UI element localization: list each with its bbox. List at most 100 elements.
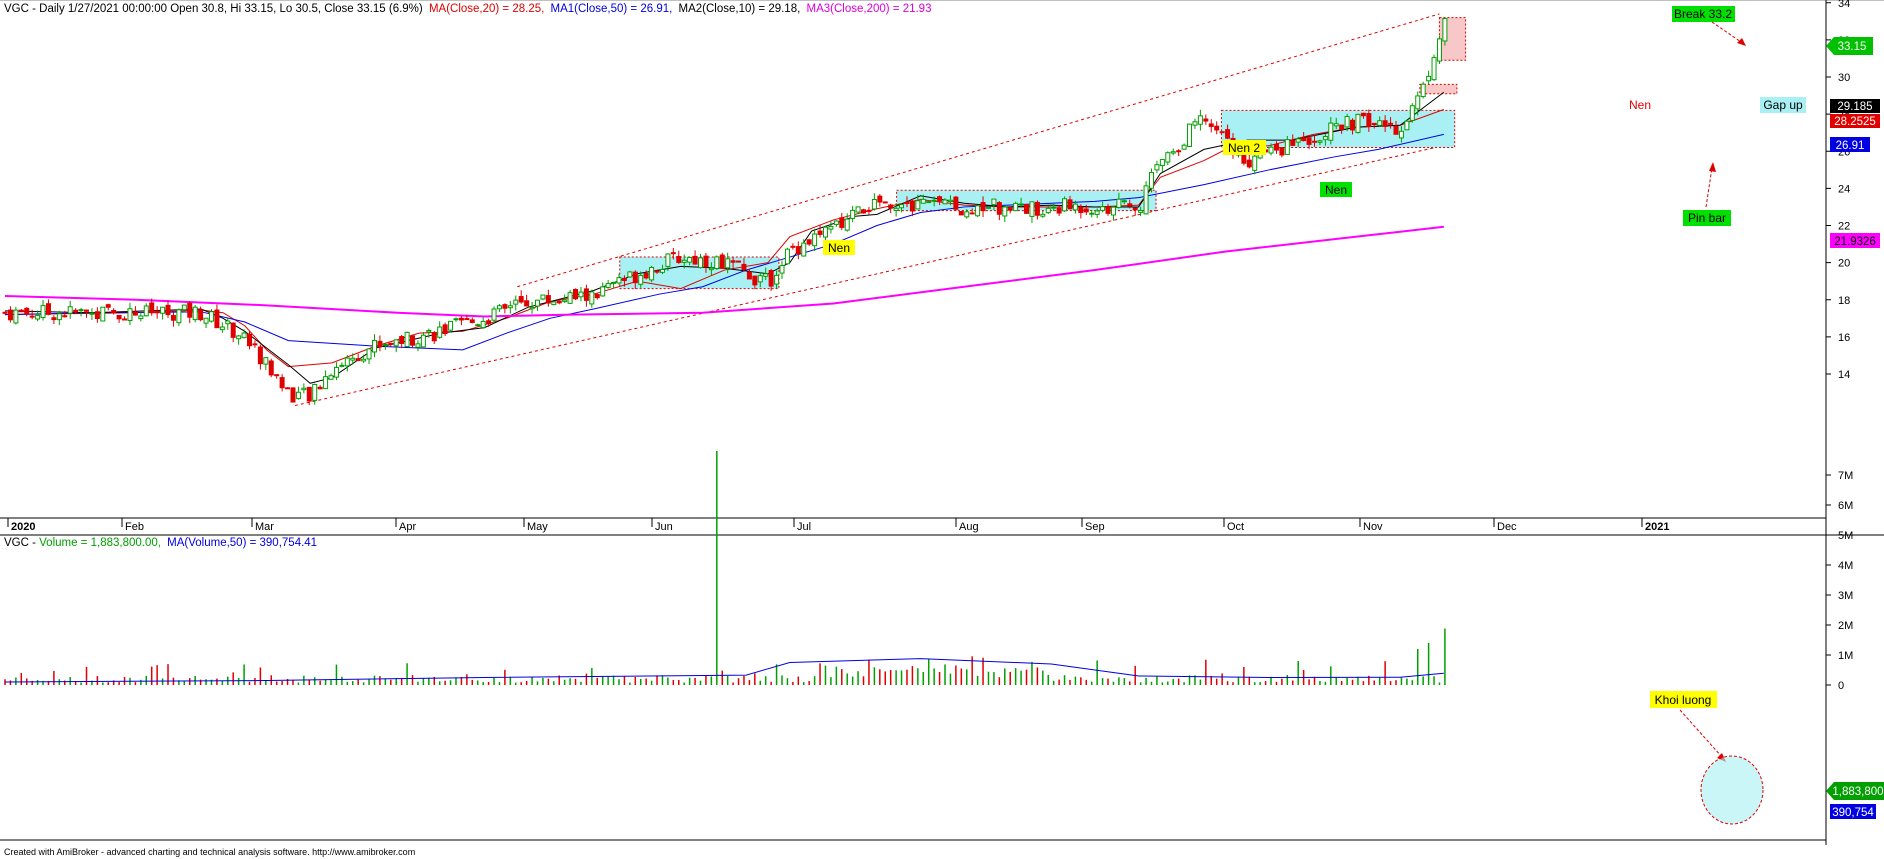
candle-body	[344, 357, 350, 367]
volume-ma-line	[4, 658, 1444, 683]
candle-body	[692, 255, 698, 265]
candle-body	[138, 315, 144, 320]
ma10-line	[4, 91, 1445, 384]
candle-body	[1138, 210, 1144, 213]
candle-body	[556, 300, 562, 304]
candle-body	[1208, 123, 1214, 127]
month-label: 2021	[1645, 521, 1669, 533]
price-tick-label: 34	[1838, 0, 1850, 10]
candle-body	[1404, 120, 1410, 131]
candle-body	[545, 295, 551, 304]
candle-body	[1089, 212, 1095, 215]
month-label: May	[527, 521, 548, 533]
candle-body	[1290, 139, 1296, 146]
candle-body	[192, 306, 198, 321]
month-axis: 2020 Feb Mar Apr May Jun Jul Aug Sep Oct Nov Dec 202…	[7, 518, 1669, 533]
candle-body	[540, 294, 546, 300]
svg-text:28.2525: 28.2525	[1834, 116, 1876, 128]
svg-text:26.91: 26.91	[1836, 140, 1865, 152]
candle-body	[198, 309, 204, 321]
candle-body	[1165, 152, 1171, 163]
candle-body	[448, 320, 454, 331]
candle-body	[1279, 147, 1285, 156]
candle-body	[143, 305, 149, 317]
svg-text:1,883,800: 1,883,800	[1832, 786, 1883, 798]
candle-body	[698, 257, 704, 269]
candle-body	[1170, 151, 1176, 154]
candle-body	[1344, 116, 1350, 128]
candle-body	[105, 304, 111, 308]
candle-body	[382, 343, 388, 346]
candle-body	[850, 209, 856, 219]
month-label: Jul	[797, 521, 811, 533]
candle-body	[991, 198, 997, 206]
candle-body	[208, 311, 214, 322]
candle-body	[469, 319, 475, 323]
candle-body	[13, 309, 19, 324]
candle-body	[225, 320, 231, 325]
candle-body	[257, 346, 263, 365]
candle-body	[45, 303, 51, 315]
candle-body	[507, 305, 513, 309]
candle-body	[1062, 198, 1068, 212]
candle-body	[1268, 146, 1274, 154]
volume-tick-label: 2M	[1838, 620, 1853, 632]
candle-body	[1094, 210, 1100, 215]
candle-body	[725, 258, 731, 269]
month-label: Dec	[1497, 521, 1517, 533]
candle-body	[534, 299, 540, 307]
candle-body	[1143, 185, 1149, 215]
candle-body	[187, 302, 193, 318]
price-header: VGC - Daily 1/27/2021 00:00:00 Open 30.8…	[4, 3, 931, 15]
candle-body	[529, 306, 535, 310]
candle-body	[866, 209, 872, 212]
candle-body	[1121, 200, 1127, 203]
candle-body	[909, 200, 915, 212]
candle-body	[203, 317, 209, 324]
price-tick-label: 18	[1838, 295, 1850, 307]
candle-body	[741, 263, 747, 271]
candle-body	[111, 309, 117, 314]
candle-body	[268, 360, 274, 376]
candle-body	[1034, 201, 1040, 216]
candle-body	[1328, 122, 1334, 141]
candle-body	[1409, 105, 1415, 121]
candle-body	[464, 318, 470, 321]
candle-body	[746, 271, 752, 280]
footer-credit: Created with AmiBroker - advanced charti…	[4, 847, 415, 857]
candle-body	[589, 291, 595, 305]
candle-body	[703, 255, 709, 268]
candle-body	[828, 225, 834, 230]
candle-body	[165, 304, 171, 316]
last-value-labels: 33.15 29.185 28.2525 26.91 21.9326 1,883…	[1826, 37, 1884, 819]
candle-body	[149, 302, 155, 314]
candle-body	[274, 374, 280, 377]
candle-body	[1252, 155, 1258, 171]
candle-body	[1181, 144, 1187, 150]
candle-body	[627, 271, 633, 278]
candle-body	[1311, 140, 1317, 143]
candle-body	[904, 202, 910, 205]
candle-body	[84, 309, 90, 312]
candle-body	[882, 201, 888, 204]
candle-body	[975, 205, 981, 217]
candle-body	[1366, 113, 1372, 128]
candle-body	[2, 311, 8, 314]
volume-tick-label: 0	[1838, 680, 1844, 692]
candle-body	[366, 348, 372, 360]
candle-body	[480, 320, 486, 329]
svg-text:Nen: Nen	[828, 241, 850, 255]
month-label: Aug	[959, 521, 979, 533]
volume-tick-label: 4M	[1838, 560, 1853, 572]
volume-tick-label: 5M	[1838, 530, 1853, 542]
candle-body	[312, 383, 318, 401]
candle-body	[687, 256, 693, 263]
candle-body	[170, 315, 176, 321]
candle-body	[518, 296, 524, 303]
candle-body	[605, 283, 611, 288]
annotation-gap-up: Gap up	[1760, 97, 1806, 113]
candle-body	[132, 311, 138, 316]
candle-body	[1018, 203, 1024, 206]
candle-body	[18, 309, 24, 313]
month-label: Sep	[1085, 521, 1105, 533]
